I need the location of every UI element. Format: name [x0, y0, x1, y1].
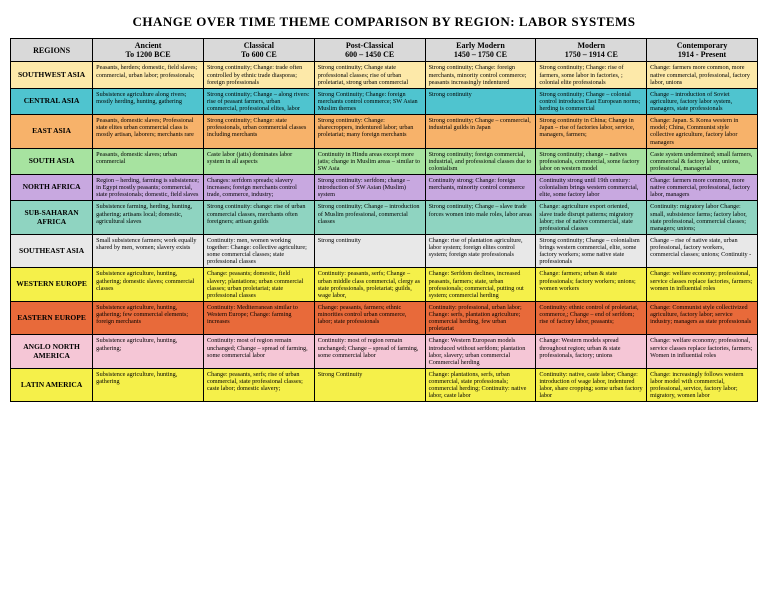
period-header: Contemporary1914 - Present: [647, 39, 758, 62]
data-cell: Peasants, herders; domestic, field slave…: [93, 62, 204, 88]
data-cell: Strong continuity: [425, 88, 536, 114]
page-title: CHANGE OVER TIME THEME COMPARISON BY REG…: [10, 14, 758, 30]
data-cell: Change: peasants, serfs; rise of urban c…: [203, 368, 314, 402]
data-cell: Change: agriculture export oriented, sla…: [536, 201, 647, 235]
data-cell: Peasants, domestic slaves; Professional …: [93, 115, 204, 149]
data-cell: Strong Continuity; Change: foreign merch…: [314, 88, 425, 114]
data-cell: Continuity: professional, urban labor; C…: [425, 301, 536, 335]
data-cell: Change: rise of plantation agriculture, …: [425, 234, 536, 268]
region-cell: LATIN AMERICA: [11, 368, 93, 402]
data-cell: Strong Continuity: [314, 368, 425, 402]
data-cell: Region – herding, farming is subsistence…: [93, 175, 204, 201]
data-cell: Change: plantations, serfs, urban commer…: [425, 368, 536, 402]
data-cell: Change: peasants; domestic, field slaver…: [203, 268, 314, 302]
data-cell: Strong continuity; Change: state profess…: [203, 115, 314, 149]
data-cell: Continuity: migratory labor Change: smal…: [647, 201, 758, 235]
data-cell: Strong continuity; Change – colonialism …: [536, 234, 647, 268]
data-cell: Change: Communist style collectivized ag…: [647, 301, 758, 335]
comparison-table: REGIONS AncientTo 1200 BCEClassicalTo 60…: [10, 38, 758, 402]
period-header: Modern1750 – 1914 CE: [536, 39, 647, 62]
region-cell: SOUTHWEST ASIA: [11, 62, 93, 88]
data-cell: Change: farmers more common, more native…: [647, 62, 758, 88]
region-cell: WESTERN EUROPE: [11, 268, 93, 302]
table-row: SOUTHWEST ASIAPeasants, herders; domesti…: [11, 62, 758, 88]
table-row: SOUTH ASIAPeasants, domestic slaves; urb…: [11, 148, 758, 174]
data-cell: Subsistence agriculture, hunting, gather…: [93, 368, 204, 402]
data-cell: Continuity: most of region remain unchan…: [203, 335, 314, 369]
period-header: Early Modern1450 – 1750 CE: [425, 39, 536, 62]
table-header-row: REGIONS AncientTo 1200 BCEClassicalTo 60…: [11, 39, 758, 62]
data-cell: Change: welfare economy; professional, s…: [647, 335, 758, 369]
data-cell: Strong continuity; Change – slave trade …: [425, 201, 536, 235]
data-cell: Strong continuity: [314, 234, 425, 268]
data-cell: Caste labor (jatis) dominates labor syst…: [203, 148, 314, 174]
data-cell: Strong continuity; Change – commercial, …: [425, 115, 536, 149]
data-cell: Strong continuity; Change – introduction…: [314, 201, 425, 235]
data-cell: Strong continuity; Change state professi…: [314, 62, 425, 88]
data-cell: Change: farmers; urban & state professio…: [536, 268, 647, 302]
region-cell: CENTRAL ASIA: [11, 88, 93, 114]
period-header: Post-Classical600 – 1450 CE: [314, 39, 425, 62]
data-cell: Strong continuity; Change: trade often c…: [203, 62, 314, 88]
data-cell: Strong continuity; Change: rise of farme…: [536, 62, 647, 88]
data-cell: Continuity strong; Change: foreign merch…: [425, 175, 536, 201]
data-cell: Change: increasingly follows western lab…: [647, 368, 758, 402]
data-cell: Subsistence agriculture along rivers; mo…: [93, 88, 204, 114]
region-cell: SOUTH ASIA: [11, 148, 93, 174]
region-cell: EASTERN EUROPE: [11, 301, 93, 335]
data-cell: Change: farmers more common, more native…: [647, 175, 758, 201]
table-row: EAST ASIAPeasants, domestic slaves; Prof…: [11, 115, 758, 149]
data-cell: Strong continuity; Change – along rivers…: [203, 88, 314, 114]
table-row: NORTH AFRICARegion – herding, farming is…: [11, 175, 758, 201]
data-cell: Subsistence agriculture, hunting, gather…: [93, 268, 204, 302]
period-header: AncientTo 1200 BCE: [93, 39, 204, 62]
data-cell: Change: Serfdom declines, increased peas…: [425, 268, 536, 302]
data-cell: Changes: serfdom spreads; slavery increa…: [203, 175, 314, 201]
data-cell: Continuity: native, caste labor; Change:…: [536, 368, 647, 402]
data-cell: Change: Japan. S. Korea western in model…: [647, 115, 758, 149]
data-cell: Continuity in Hindu areas except more ja…: [314, 148, 425, 174]
data-cell: Strong continuity in China; Change in Ja…: [536, 115, 647, 149]
data-cell: Change – introduction of Soviet agricult…: [647, 88, 758, 114]
data-cell: Strong continuity; Change: foreign merch…: [425, 62, 536, 88]
data-cell: Subsistence farming, herding, hunting, g…: [93, 201, 204, 235]
data-cell: Change: Western models spread throughout…: [536, 335, 647, 369]
region-cell: SOUTHEAST ASIA: [11, 234, 93, 268]
table-row: LATIN AMERICASubsistence agriculture, hu…: [11, 368, 758, 402]
data-cell: Strong continuity; foreign commercial, i…: [425, 148, 536, 174]
data-cell: Change: peasants, farmers; ethnic minori…: [314, 301, 425, 335]
data-cell: Continuity: ethnic control of proletaria…: [536, 301, 647, 335]
data-cell: Subsistence agriculture, hunting, gather…: [93, 335, 204, 369]
table-row: CENTRAL ASIASubsistence agriculture alon…: [11, 88, 758, 114]
data-cell: Strong continuity: serfdom; change – int…: [314, 175, 425, 201]
data-cell: Change: Western European models introduc…: [425, 335, 536, 369]
table-body: SOUTHWEST ASIAPeasants, herders; domesti…: [11, 62, 758, 402]
data-cell: Change: welfare economy; professional, s…: [647, 268, 758, 302]
table-row: SUB-SAHARAN AFRICASubsistence farming, h…: [11, 201, 758, 235]
region-cell: NORTH AFRICA: [11, 175, 93, 201]
table-row: ANGLO NORTH AMERICASubsistence agricultu…: [11, 335, 758, 369]
regions-header: REGIONS: [11, 39, 93, 62]
table-row: SOUTHEAST ASIASmall subsistence farmers;…: [11, 234, 758, 268]
data-cell: Caste system undermined; small farmers, …: [647, 148, 758, 174]
table-row: EASTERN EUROPESubsistence agriculture, h…: [11, 301, 758, 335]
data-cell: Change – rise of native state, urban pro…: [647, 234, 758, 268]
data-cell: Strong continuity; change – natives prof…: [536, 148, 647, 174]
data-cell: Peasants, domestic slaves; urban commerc…: [93, 148, 204, 174]
data-cell: Continuity: most of region remain unchan…: [314, 335, 425, 369]
data-cell: Continuity: men, women working together:…: [203, 234, 314, 268]
data-cell: Strong continuity; Change – colonial con…: [536, 88, 647, 114]
region-cell: SUB-SAHARAN AFRICA: [11, 201, 93, 235]
data-cell: Continuity strong until 19th century: co…: [536, 175, 647, 201]
region-cell: ANGLO NORTH AMERICA: [11, 335, 93, 369]
data-cell: Subsistence agriculture, hunting, gather…: [93, 301, 204, 335]
data-cell: Small subsistence farmers; work equally …: [93, 234, 204, 268]
table-row: WESTERN EUROPESubsistence agriculture, h…: [11, 268, 758, 302]
data-cell: Strong continuity: change: rise of urban…: [203, 201, 314, 235]
data-cell: Continuity: peasants, serfs; Change – ur…: [314, 268, 425, 302]
data-cell: Continuity: Mediterranean similar to Wes…: [203, 301, 314, 335]
data-cell: Strong continuity: Change: sharecroppers…: [314, 115, 425, 149]
period-header: ClassicalTo 600 CE: [203, 39, 314, 62]
region-cell: EAST ASIA: [11, 115, 93, 149]
